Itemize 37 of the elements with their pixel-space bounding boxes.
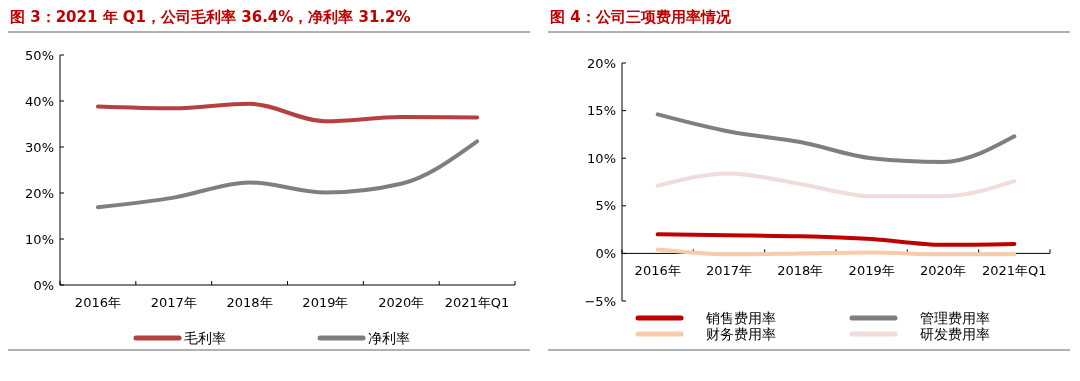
x-tick-label: 2018年: [777, 263, 824, 279]
x-tick-label: 2016年: [634, 263, 681, 279]
line-series: [655, 112, 1017, 165]
line-series: [655, 171, 1017, 199]
y-tick-label: 5%: [595, 198, 616, 214]
y-tick-label: 15%: [587, 103, 616, 119]
line-series: [95, 101, 480, 124]
x-tick-label: 2017年: [705, 263, 753, 279]
x-tick-label: 2018年: [226, 295, 273, 310]
legend-label: 净利率: [368, 329, 410, 346]
y-tick-label: 10%: [587, 150, 616, 166]
x-tick-label: 2021年Q1: [444, 295, 510, 310]
chart-title: 图 3：2021 年 Q1，公司毛利率 36.4%，净利率 31.2%: [10, 8, 411, 26]
legend-label: 财务费用率: [706, 325, 776, 342]
y-tick-label: 0%: [33, 277, 54, 293]
y-tick-label: 20%: [25, 185, 54, 201]
legend-label: 销售费用率: [705, 309, 776, 326]
y-tick-label: 20%: [587, 55, 616, 71]
y-tick-label: 10%: [25, 231, 54, 247]
y-tick-label: 50%: [25, 47, 54, 63]
x-tick-label: 2019年: [848, 263, 895, 279]
x-tick-label: 2019年: [302, 295, 349, 310]
legend-label: 研发费用率: [920, 325, 990, 342]
x-tick-label: 2016年: [74, 295, 121, 310]
x-tick-label: 2021年Q1: [982, 263, 1047, 279]
y-tick-label: 0%: [595, 245, 616, 261]
line-series: [655, 232, 1017, 247]
chart-title: 图 4：公司三项费用率情况: [550, 8, 732, 26]
x-tick-label: 2020年: [378, 295, 425, 310]
y-tick-label: 30%: [25, 139, 54, 155]
legend-label: 毛利率: [184, 329, 226, 346]
x-tick-label: 2017年: [150, 295, 197, 310]
x-tick-label: 2020年: [919, 263, 967, 279]
y-tick-label: 40%: [25, 93, 54, 109]
legend-label: 管理费用率: [920, 309, 990, 326]
y-tick-label: −5%: [584, 293, 616, 309]
line-series: [95, 139, 480, 210]
